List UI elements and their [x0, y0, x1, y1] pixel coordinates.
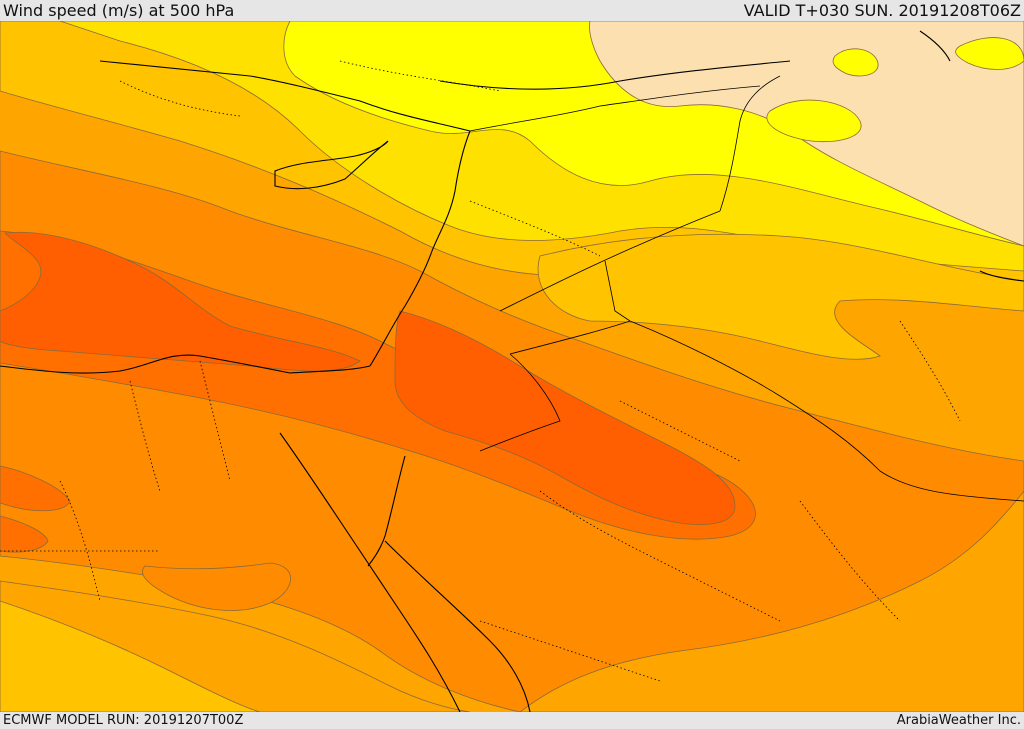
blob-west-2 — [0, 515, 49, 553]
blob-south-darker — [142, 562, 292, 611]
band-amber-southwest — [0, 600, 261, 712]
blob-yellow-3 — [955, 37, 1024, 70]
map-footer: ECMWF MODEL RUN: 20191207T00Z ArabiaWeat… — [0, 712, 1024, 729]
model-run: ECMWF MODEL RUN: 20191207T00Z — [3, 713, 244, 728]
coastlines — [0, 30, 1024, 712]
blob-west-1 — [0, 465, 71, 512]
band-orange-light-southeast — [519, 490, 1024, 712]
map-header: Wind speed (m/s) at 500 hPa VALID T+030 … — [0, 0, 1024, 21]
country-borders — [469, 75, 1024, 502]
band-orange-deep-east — [394, 310, 736, 525]
band-amber-east — [537, 233, 1024, 360]
region-borders — [0, 60, 961, 682]
credit: ArabiaWeather Inc. — [896, 713, 1021, 728]
blob-yellow-2 — [832, 48, 879, 77]
valid-time: VALID T+030 SUN. 20191208T06Z — [743, 1, 1021, 20]
map-canvas — [0, 21, 1024, 712]
map-title: Wind speed (m/s) at 500 hPa — [3, 1, 235, 20]
wind-speed-map — [0, 21, 1024, 712]
band-orange-deep-west — [0, 231, 361, 372]
blob-yellow-1 — [766, 99, 862, 143]
